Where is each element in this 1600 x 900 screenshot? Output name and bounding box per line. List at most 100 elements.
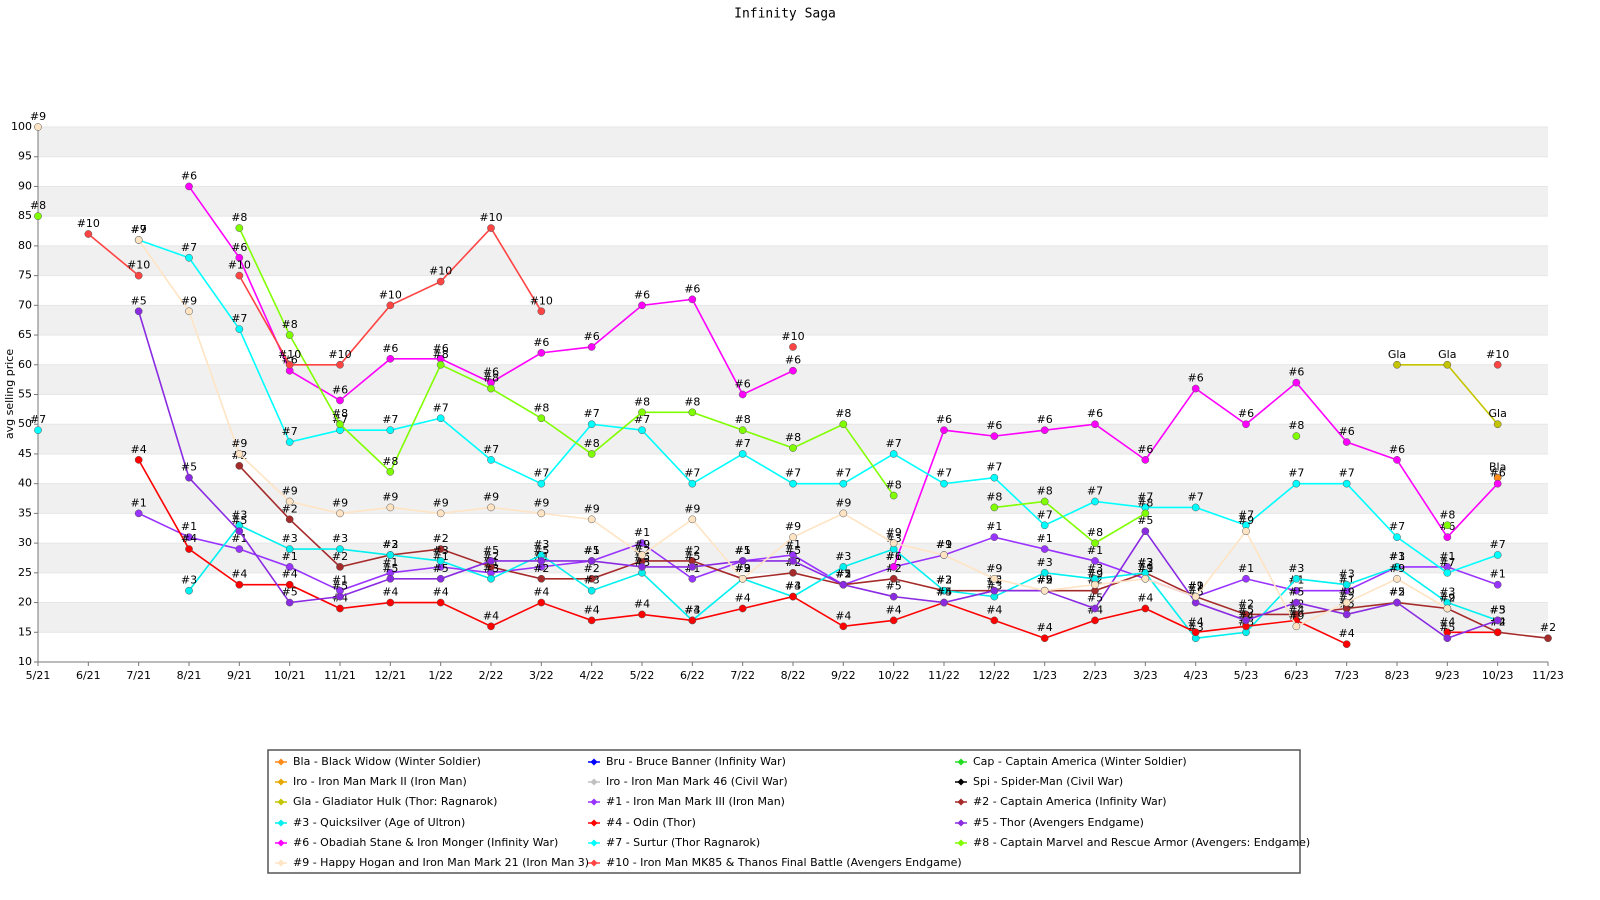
data-point — [185, 533, 193, 542]
data-point — [990, 473, 999, 482]
data-point — [84, 230, 93, 238]
data-point — [1292, 479, 1301, 488]
point-label: Gla — [1388, 348, 1406, 361]
point-label: #2 — [1540, 621, 1556, 634]
point-label: #2 — [1439, 592, 1455, 605]
point-label: #6 — [483, 366, 499, 379]
point-label: #7 — [1339, 467, 1355, 480]
point-label: #6 — [1288, 366, 1304, 379]
x-tick-label: 11/23 — [1532, 669, 1564, 682]
data-point — [487, 574, 495, 583]
point-label: #8 — [382, 455, 398, 468]
data-point — [1141, 527, 1150, 536]
point-label: #9 — [231, 437, 247, 450]
data-point — [1040, 521, 1049, 530]
point-label: #9 — [684, 502, 700, 515]
series-line — [137, 311, 1498, 640]
data-point — [638, 563, 646, 571]
series-line — [87, 233, 140, 277]
data-point — [1292, 586, 1301, 595]
data-point — [1493, 551, 1502, 559]
legend-label: #7 - Surtur (Thor Ragnarok) — [606, 836, 760, 849]
data-point — [34, 426, 42, 435]
point-label: #5 — [483, 544, 499, 557]
point-label: #2 — [282, 502, 298, 515]
point-label: #7 — [936, 467, 952, 480]
point-label: #6 — [1389, 443, 1405, 456]
point-label: Bla — [1489, 461, 1506, 474]
data-point — [537, 509, 546, 518]
data-point — [235, 253, 244, 262]
point-label: #8 — [835, 407, 851, 420]
point-label: #5 — [886, 580, 902, 593]
data-point — [1342, 479, 1351, 488]
data-point — [185, 253, 193, 262]
data-point — [436, 277, 445, 286]
point-label: #7 — [1439, 556, 1455, 569]
legend-label: Gla - Gladiator Hulk (Thor: Ragnarok) — [293, 795, 497, 808]
point-label: #3 — [986, 580, 1002, 593]
legend-marker — [590, 778, 598, 786]
series-line — [994, 500, 1146, 545]
point-label: #6 — [382, 342, 398, 355]
data-point — [285, 515, 294, 524]
point-label: #2 — [1137, 556, 1153, 569]
point-label: #9 — [886, 526, 902, 539]
data-point — [1040, 586, 1049, 595]
data-point — [1242, 574, 1250, 583]
point-label: #6 — [533, 336, 549, 349]
data-point — [185, 182, 193, 191]
point-label: #9 — [533, 496, 549, 509]
y-axis-label: avg selling price — [3, 349, 16, 439]
y-tick-label: 25 — [18, 566, 32, 579]
point-label: #9 — [181, 294, 197, 307]
data-point — [587, 343, 596, 351]
data-point — [235, 325, 244, 333]
point-label: #4 — [1288, 603, 1304, 616]
point-label: #9 — [584, 502, 600, 515]
point-label: #5 — [1037, 574, 1053, 587]
data-point — [789, 592, 797, 601]
point-label: #8 — [634, 395, 650, 408]
point-label: #10 — [429, 265, 452, 278]
data-point — [1342, 580, 1351, 589]
data-point — [638, 539, 646, 547]
data-point — [336, 509, 344, 518]
point-label: #9 — [634, 538, 650, 551]
point-label: #2 — [483, 550, 499, 563]
x-tick-label: 12/22 — [978, 669, 1010, 682]
point-label: #8 — [30, 199, 46, 212]
data-point — [386, 598, 395, 607]
point-label: #4 — [131, 443, 147, 456]
data-point — [1393, 598, 1401, 607]
data-point — [537, 349, 546, 357]
point-label: #1 — [634, 526, 650, 539]
data-point — [1091, 497, 1099, 506]
data-point — [134, 307, 143, 316]
y-tick-label: 30 — [18, 536, 32, 549]
point-label: #8 — [1137, 496, 1153, 509]
point-label: #9 — [1439, 592, 1455, 605]
data-point — [940, 598, 948, 607]
data-point — [1141, 509, 1150, 518]
data-point — [889, 574, 898, 583]
point-label: #3 — [231, 508, 247, 521]
point-label: #4 — [735, 592, 751, 605]
point-label: #10 — [127, 259, 150, 272]
grid-band — [38, 186, 1548, 217]
data-point — [1393, 456, 1401, 464]
point-label: #6 — [584, 330, 600, 343]
data-point — [436, 509, 445, 518]
x-tick-label: 9/21 — [227, 669, 252, 682]
point-label: #7 — [1389, 520, 1405, 533]
data-point — [1242, 420, 1250, 429]
data-point — [1040, 568, 1049, 577]
point-label: #10 — [77, 217, 100, 230]
data-point — [990, 533, 999, 542]
point-label: #5 — [1389, 586, 1405, 599]
data-point — [1342, 610, 1351, 619]
data-point — [1443, 568, 1452, 577]
point-label: #5 — [785, 544, 801, 557]
data-point — [1091, 420, 1099, 429]
point-label: #7 — [785, 467, 801, 480]
